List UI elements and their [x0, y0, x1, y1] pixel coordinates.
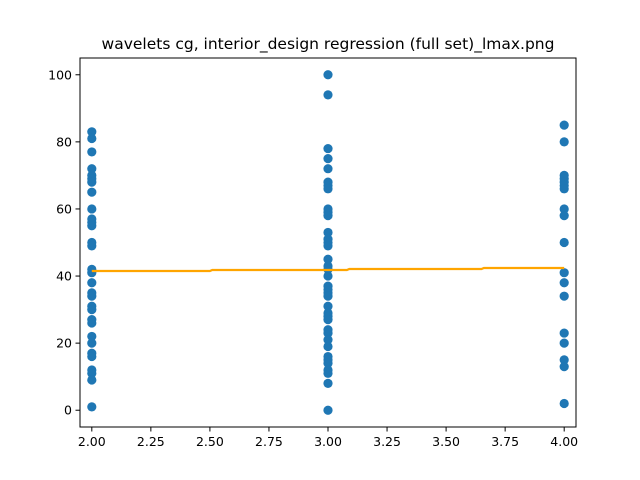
scatter-point: [87, 278, 97, 288]
scatter-point: [87, 338, 97, 348]
scatter-point: [323, 335, 333, 345]
y-axis: 0 20 40 60 80 100: [48, 67, 80, 418]
scatter-point: [559, 120, 569, 130]
chart-title: wavelets cg, interior_design regression …: [102, 35, 555, 54]
scatter-point: [87, 351, 97, 362]
scatter-point: [559, 338, 569, 348]
scatter-point: [323, 378, 333, 388]
scatter-point: [559, 278, 569, 288]
scatter-point: [323, 143, 333, 154]
scatter-point: [559, 268, 569, 278]
x-tick-label: 3.25: [373, 434, 401, 449]
scatter-point: [323, 164, 333, 174]
x-tick-label: 2.50: [196, 434, 224, 449]
x-tick-label: 2.75: [255, 434, 283, 449]
scatter-point: [323, 70, 333, 80]
scatter-point: [87, 331, 97, 342]
scatter-point: [87, 375, 97, 385]
x-tick-label: 3.75: [491, 434, 519, 449]
scatter-point: [87, 268, 97, 278]
scatter-point: [559, 362, 569, 372]
x-tick-label: 4.00: [550, 434, 578, 449]
plot-area: [87, 70, 569, 415]
scatter-point: [87, 241, 97, 251]
y-tick-label: 20: [56, 336, 72, 351]
scatter-point: [323, 291, 333, 301]
scatter-point: [323, 301, 333, 311]
scatter-point: [559, 184, 569, 194]
x-tick-label: 2.00: [78, 434, 106, 449]
x-tick-label: 2.25: [137, 434, 165, 449]
scatter-point: [87, 291, 97, 301]
scatter-point: [323, 184, 333, 194]
scatter-point: [87, 304, 97, 315]
scatter-point: [559, 137, 569, 147]
y-tick-label: 100: [48, 67, 72, 82]
scatter-point: [323, 405, 333, 415]
x-tick-label: 3.00: [314, 434, 342, 449]
scatter-point: [87, 368, 97, 378]
scatter-point: [559, 398, 569, 409]
scatter-point: [323, 315, 333, 325]
regression-line: [91, 266, 565, 273]
scatter-point: [323, 341, 333, 352]
scatter-point: [559, 204, 569, 214]
scatter-point: [323, 368, 333, 378]
scatter-point: [87, 318, 97, 328]
scatter-point: [87, 402, 97, 412]
scatter-point: [559, 237, 569, 248]
scatter-point: [559, 355, 569, 365]
scatter-point: [87, 147, 97, 157]
scatter-point: [323, 241, 333, 251]
scatter-point: [87, 187, 97, 197]
y-tick-label: 80: [56, 134, 72, 149]
scatter-point: [87, 204, 97, 214]
scatter-point: [87, 133, 97, 144]
scatter-point: [323, 211, 333, 221]
scatter-point: [323, 154, 333, 164]
scatter-point: [323, 254, 333, 264]
scatter-point: [323, 328, 333, 338]
y-tick-label: 0: [64, 403, 72, 418]
scatter-point: [559, 328, 569, 338]
y-tick-label: 60: [56, 201, 72, 216]
y-tick-label: 40: [56, 269, 72, 284]
x-tick-label: 3.50: [432, 434, 460, 449]
scatter-point: [87, 177, 97, 187]
scatter-point: [87, 164, 97, 174]
scatter-point: [323, 227, 333, 238]
scatter-point: [559, 211, 569, 221]
scatter-point: [559, 291, 569, 301]
scatter-point: [323, 90, 333, 100]
scatter-point: [87, 221, 97, 231]
scatter-point: [323, 271, 333, 281]
scatter-point: [87, 127, 97, 137]
scatter-point: [323, 358, 333, 368]
x-axis: 2.00 2.25 2.50 2.75 3.00 3.25 3.50 3.75 4.00: [78, 427, 578, 449]
